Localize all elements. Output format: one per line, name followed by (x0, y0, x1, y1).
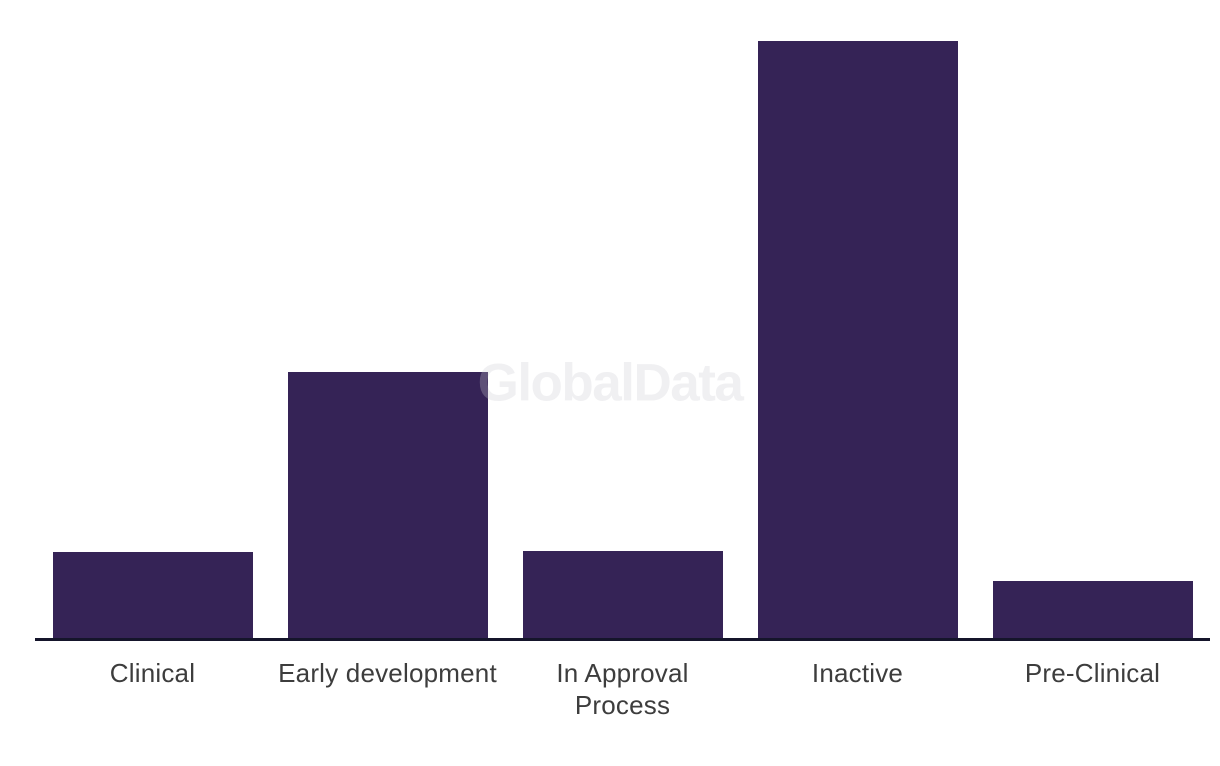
x-axis-label: Early development (278, 658, 497, 688)
bar-in-approval-process (522, 551, 723, 638)
x-axis-label: Inactive (811, 658, 904, 688)
plot-area (35, 0, 1210, 638)
bar-early-development (287, 372, 488, 638)
bar-pre-clinical (992, 581, 1193, 638)
x-axis-label: In Approval Process (556, 658, 689, 720)
bar-inactive (757, 41, 958, 638)
x-axis-labels: Clinical Early development In Approval Pro… (0, 657, 1220, 737)
bar-clinical (52, 552, 253, 638)
x-axis-line (35, 638, 1210, 641)
x-axis-label: Clinical (109, 658, 196, 688)
x-axis-label: Pre-Clinical (1024, 658, 1161, 688)
